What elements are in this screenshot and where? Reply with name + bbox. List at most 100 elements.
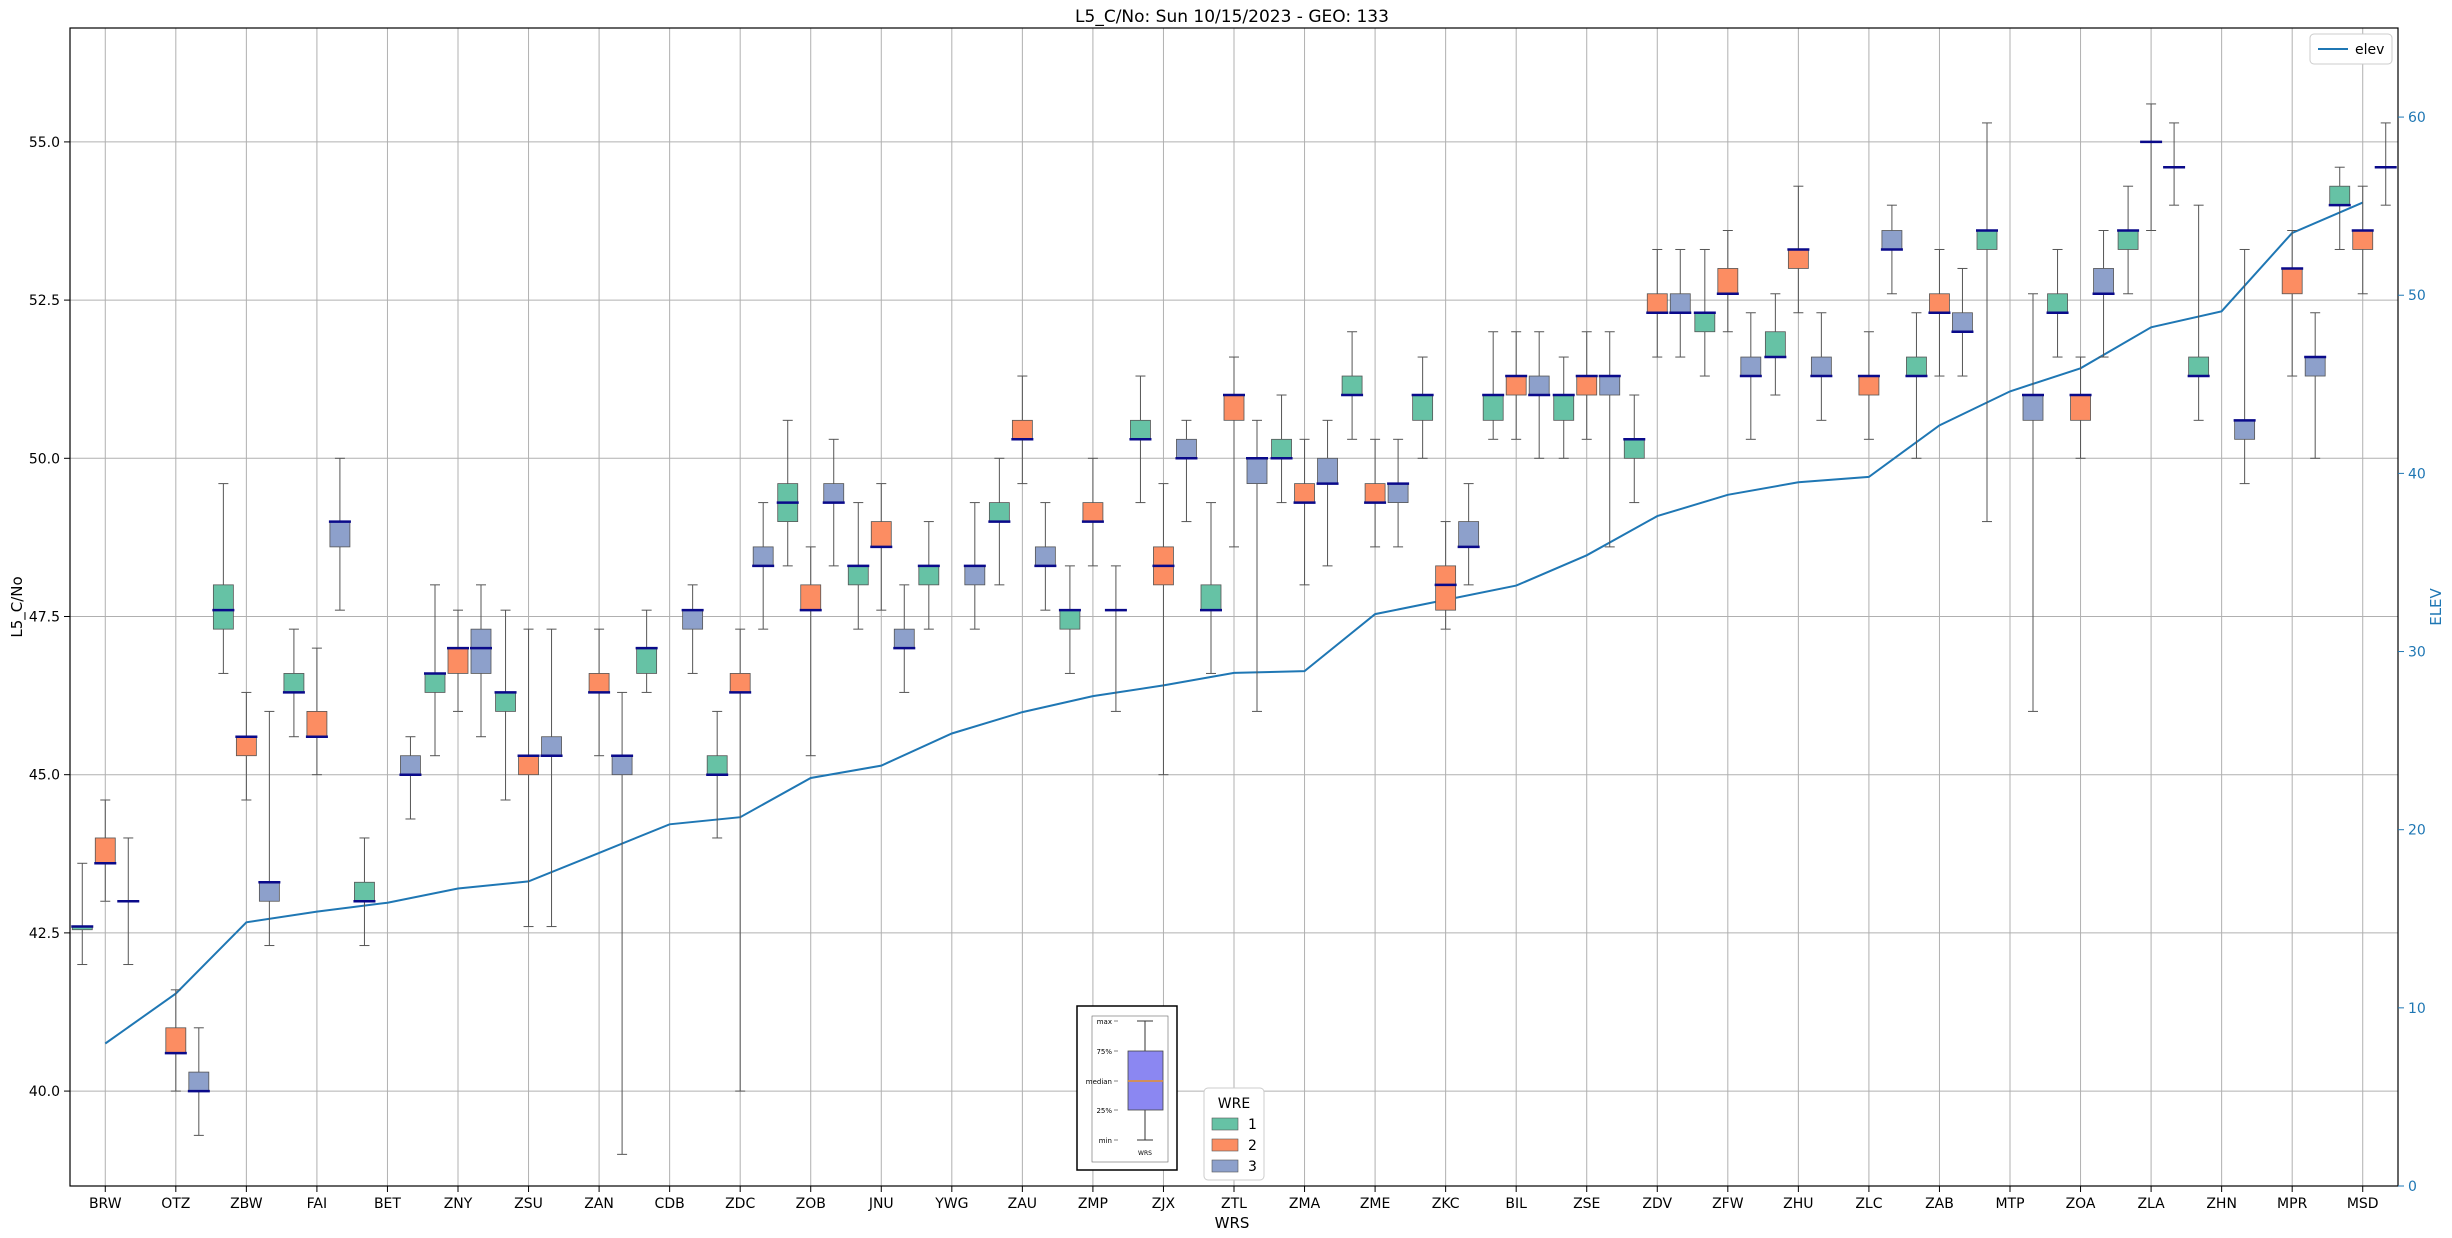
box-guide-label-max: max: [1097, 1018, 1112, 1026]
box-wre-3: [893, 584, 916, 693]
x-tick-label: OTZ: [161, 1196, 190, 1212]
chart-title: L5_C/No: Sun 10/15/2023 - GEO: 133: [1075, 7, 1389, 27]
box-wre-1: [1623, 394, 1646, 504]
box-wre-3: [1104, 565, 1127, 712]
box-body: [1976, 230, 1998, 250]
box-wre-3: [2163, 122, 2186, 206]
y-tick-label: 47.5: [29, 609, 60, 625]
elev-legend-label: elev: [2355, 42, 2384, 58]
box-body: [1034, 546, 1056, 567]
box-wre-3: [1034, 502, 1057, 611]
box-body: [823, 483, 845, 503]
box-body: [1505, 375, 1527, 396]
box-body: [2070, 394, 2091, 421]
x-tick-label: ZSE: [1573, 1196, 1600, 1212]
box-body: [1435, 565, 1457, 611]
box-body: [988, 502, 1010, 522]
box-body: [1364, 483, 1386, 503]
box-body: [1740, 356, 1762, 377]
box-body: [800, 584, 822, 611]
box-wre-3: [399, 736, 422, 820]
y-tick-label: 55.0: [29, 135, 60, 151]
box-wre-3: [752, 502, 775, 630]
box-body: [329, 521, 351, 548]
box-wre-3: [117, 837, 140, 966]
x-tick-label: ZBW: [230, 1196, 263, 1212]
box-wre-2: [1505, 331, 1528, 440]
y-tick-label: 40.0: [29, 1084, 60, 1100]
box-body: [1412, 394, 1434, 421]
x-tick-label: ZOB: [796, 1196, 826, 1212]
box-body: [354, 881, 375, 902]
elev-legend-frame: [2309, 33, 2393, 65]
box-body: [1623, 438, 1645, 459]
box-wre-3: [2374, 122, 2397, 206]
box-body: [2304, 356, 2326, 377]
box-body: [729, 673, 751, 693]
box-wre-1: [1411, 356, 1434, 459]
box-body: [2352, 230, 2374, 250]
x-axis-label: WRS: [1215, 1214, 1250, 1232]
x-tick-label: ZAN: [584, 1196, 614, 1212]
y-tick-label: 52.5: [29, 293, 60, 309]
y2-tick-label: 50: [2408, 288, 2426, 304]
box-body: [1176, 438, 1197, 459]
y2-tick-label: 10: [2408, 1001, 2426, 1017]
box-guide-label-min: min: [1099, 1137, 1112, 1145]
wre-legend-title: WRE: [1218, 1096, 1250, 1112]
box-wre-2: [305, 647, 328, 776]
box-wre-2: [235, 691, 258, 801]
box-wre-3: [611, 691, 634, 1155]
box-body: [636, 647, 658, 674]
box-wre-2: [588, 628, 611, 757]
box-body: [1246, 457, 1268, 485]
box-body: [1130, 419, 1151, 440]
box-wre-3: [1246, 419, 1268, 712]
x-tick-label: YWG: [934, 1196, 968, 1212]
box-wre-1: [2187, 204, 2210, 421]
x-tick-label: BIL: [1505, 1196, 1527, 1212]
box-wre-1: [212, 483, 235, 674]
x-tick-label: ZAB: [1925, 1196, 1954, 1212]
x-tick-label: BET: [374, 1196, 401, 1212]
box-body: [1929, 293, 1950, 314]
box-body: [283, 673, 305, 693]
wre-legend-swatch-2: [1211, 1138, 1239, 1152]
box-body: [1858, 375, 1880, 396]
x-tick-label: ZDC: [725, 1196, 755, 1212]
box-wre-2: [2351, 185, 2374, 295]
x-tick-label: ZKC: [1432, 1196, 1460, 1212]
x-tick-label: ZAU: [1008, 1196, 1037, 1212]
wre-legend-swatch-1: [1211, 1117, 1239, 1131]
box-wre-3: [2022, 293, 2044, 712]
box-wre-1: [1976, 122, 1998, 523]
box-wre-2: [2069, 356, 2092, 459]
box-body: [682, 609, 704, 630]
wre-legend-label-2: 2: [1248, 1138, 1257, 1154]
box-body: [1271, 438, 1292, 459]
wre-legend: WRE 1 2 3: [1203, 1087, 1265, 1181]
box-body: [1223, 394, 1245, 421]
box-body: [2022, 394, 2044, 421]
x-tick-label: ZFW: [1712, 1196, 1744, 1212]
box-wre-1: [1764, 293, 1787, 396]
box-wre-1: [1905, 312, 1928, 459]
box-wre-2: [2281, 229, 2304, 377]
box-wre-1: [2046, 248, 2069, 358]
box-wre-3: [1739, 312, 1762, 440]
box-body: [1387, 483, 1409, 503]
box-wre-2: [870, 483, 893, 611]
wre-legend-label-3: 3: [1248, 1159, 1257, 1175]
box-wre-3: [1457, 483, 1480, 586]
box-wre-3: [2233, 248, 2256, 485]
box-wre-3: [681, 584, 704, 674]
box-wre-3: [1669, 248, 1692, 358]
box-body: [1646, 293, 1668, 314]
box-wre-3: [540, 628, 563, 928]
box-wre-3: [1598, 331, 1621, 548]
box-body: [258, 881, 280, 902]
elev-legend: elev: [2309, 33, 2393, 65]
box-wre-3: [822, 438, 845, 567]
box-wre-1: [2328, 166, 2351, 250]
box-wre-2: [1223, 356, 1245, 548]
